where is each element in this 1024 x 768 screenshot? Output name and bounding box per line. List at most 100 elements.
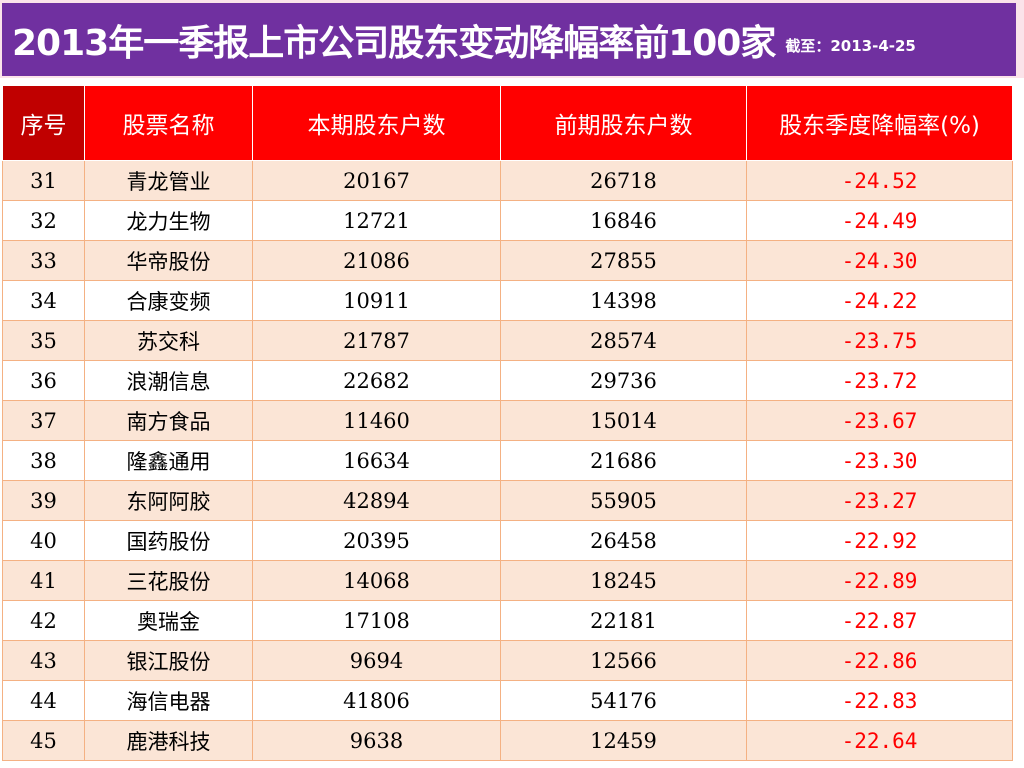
cell-decline-rate: -23.30 — [746, 440, 1013, 481]
cell-stock-name: 国药股份 — [84, 520, 253, 561]
cell-serial-number: 37 — [2, 400, 85, 441]
cell-previous-holders: 54176 — [500, 680, 747, 721]
title-bar: 2013年一季报上市公司股东变动降幅率前100家 截至：2013-4-25 — [0, 0, 1024, 78]
table-row: 43 银江股份 9694 12566 -22.86 — [2, 640, 1013, 681]
cell-serial-number: 33 — [2, 240, 85, 281]
cell-stock-name: 青龙管业 — [84, 160, 253, 201]
cell-serial-number: 40 — [2, 520, 85, 561]
cell-serial-number: 34 — [2, 280, 85, 321]
cell-current-holders: 20395 — [252, 520, 501, 561]
table-row: 39 东阿阿胶 42894 55905 -23.27 — [2, 480, 1013, 521]
page-title: 2013年一季报上市公司股东变动降幅率前100家 — [12, 22, 776, 64]
cell-stock-name: 苏交科 — [84, 320, 253, 361]
cell-previous-holders: 18245 — [500, 560, 747, 601]
table-row: 40 国药股份 20395 26458 -22.92 — [2, 520, 1013, 561]
cell-decline-rate: -22.87 — [746, 600, 1013, 641]
header-current-holders: 本期股东户数 — [252, 85, 501, 161]
cell-current-holders: 21086 — [252, 240, 501, 281]
table-row: 45 鹿港科技 9638 12459 -22.64 — [2, 720, 1013, 761]
cell-stock-name: 隆鑫通用 — [84, 440, 253, 481]
cell-stock-name: 南方食品 — [84, 400, 253, 441]
table-row: 36 浪潮信息 22682 29736 -23.72 — [2, 360, 1013, 401]
cell-previous-holders: 12566 — [500, 640, 747, 681]
cell-previous-holders: 22181 — [500, 600, 747, 641]
cell-serial-number: 39 — [2, 480, 85, 521]
cell-stock-name: 华帝股份 — [84, 240, 253, 281]
cell-decline-rate: -24.30 — [746, 240, 1013, 281]
cell-serial-number: 42 — [2, 600, 85, 641]
table-container: 序号 股票名称 本期股东户数 前期股东户数 股东季度降幅率(%) 31 青龙管业 2… — [2, 85, 1013, 761]
cell-stock-name: 三花股份 — [84, 560, 253, 601]
cell-decline-rate: -22.83 — [746, 680, 1013, 721]
table-body: 31 青龙管业 20167 26718 -24.52 32 龙力生物 12721 16846 -2… — [2, 160, 1013, 761]
table-row: 38 隆鑫通用 16634 21686 -23.30 — [2, 440, 1013, 481]
cell-serial-number: 41 — [2, 560, 85, 601]
cell-serial-number: 31 — [2, 160, 85, 201]
cell-stock-name: 鹿港科技 — [84, 720, 253, 761]
cell-decline-rate: -23.75 — [746, 320, 1013, 361]
cell-previous-holders: 21686 — [500, 440, 747, 481]
cell-current-holders: 42894 — [252, 480, 501, 521]
cell-previous-holders: 27855 — [500, 240, 747, 281]
cell-decline-rate: -24.52 — [746, 160, 1013, 201]
cell-previous-holders: 28574 — [500, 320, 747, 361]
cell-previous-holders: 29736 — [500, 360, 747, 401]
cell-current-holders: 16634 — [252, 440, 501, 481]
table-row: 44 海信电器 41806 54176 -22.83 — [2, 680, 1013, 721]
table-row: 31 青龙管业 20167 26718 -24.52 — [2, 160, 1013, 201]
cell-current-holders: 41806 — [252, 680, 501, 721]
table-row: 35 苏交科 21787 28574 -23.75 — [2, 320, 1013, 361]
cell-previous-holders: 15014 — [500, 400, 747, 441]
cell-previous-holders: 14398 — [500, 280, 747, 321]
table-row: 33 华帝股份 21086 27855 -24.30 — [2, 240, 1013, 281]
table-row: 41 三花股份 14068 18245 -22.89 — [2, 560, 1013, 601]
cell-serial-number: 35 — [2, 320, 85, 361]
table-row: 37 南方食品 11460 15014 -23.67 — [2, 400, 1013, 441]
cell-serial-number: 43 — [2, 640, 85, 681]
cell-decline-rate: -24.49 — [746, 200, 1013, 241]
cell-stock-name: 合康变频 — [84, 280, 253, 321]
cell-previous-holders: 12459 — [500, 720, 747, 761]
cell-current-holders: 20167 — [252, 160, 501, 201]
date-note: 截至：2013-4-25 — [785, 37, 916, 55]
cell-stock-name: 银江股份 — [84, 640, 253, 681]
cell-previous-holders: 26718 — [500, 160, 747, 201]
cell-previous-holders: 55905 — [500, 480, 747, 521]
header-decline-rate: 股东季度降幅率(%) — [746, 85, 1013, 161]
shareholder-table: 序号 股票名称 本期股东户数 前期股东户数 股东季度降幅率(%) 31 青龙管业 2… — [2, 85, 1013, 761]
table-row: 42 奥瑞金 17108 22181 -22.87 — [2, 600, 1013, 641]
cell-current-holders: 9694 — [252, 640, 501, 681]
cell-serial-number: 36 — [2, 360, 85, 401]
cell-serial-number: 32 — [2, 200, 85, 241]
cell-current-holders: 10911 — [252, 280, 501, 321]
cell-serial-number: 44 — [2, 680, 85, 721]
cell-decline-rate: -23.67 — [746, 400, 1013, 441]
cell-decline-rate: -22.92 — [746, 520, 1013, 561]
table-row: 32 龙力生物 12721 16846 -24.49 — [2, 200, 1013, 241]
cell-current-holders: 14068 — [252, 560, 501, 601]
cell-decline-rate: -23.27 — [746, 480, 1013, 521]
cell-current-holders: 22682 — [252, 360, 501, 401]
cell-current-holders: 21787 — [252, 320, 501, 361]
header-previous-holders: 前期股东户数 — [500, 85, 747, 161]
header-serial-number: 序号 — [2, 85, 85, 161]
cell-stock-name: 奥瑞金 — [84, 600, 253, 641]
cell-decline-rate: -24.22 — [746, 280, 1013, 321]
cell-current-holders: 11460 — [252, 400, 501, 441]
cell-decline-rate: -22.89 — [746, 560, 1013, 601]
cell-decline-rate: -23.72 — [746, 360, 1013, 401]
title-banner: 2013年一季报上市公司股东变动降幅率前100家 截至：2013-4-25 — [2, 3, 1016, 76]
table-row: 34 合康变频 10911 14398 -24.22 — [2, 280, 1013, 321]
cell-stock-name: 东阿阿胶 — [84, 480, 253, 521]
cell-serial-number: 45 — [2, 720, 85, 761]
cell-current-holders: 12721 — [252, 200, 501, 241]
cell-stock-name: 浪潮信息 — [84, 360, 253, 401]
cell-serial-number: 38 — [2, 440, 85, 481]
cell-current-holders: 17108 — [252, 600, 501, 641]
cell-previous-holders: 26458 — [500, 520, 747, 561]
header-stock-name: 股票名称 — [84, 85, 253, 161]
cell-stock-name: 海信电器 — [84, 680, 253, 721]
cell-current-holders: 9638 — [252, 720, 501, 761]
cell-decline-rate: -22.64 — [746, 720, 1013, 761]
table-header-row: 序号 股票名称 本期股东户数 前期股东户数 股东季度降幅率(%) — [2, 85, 1013, 161]
